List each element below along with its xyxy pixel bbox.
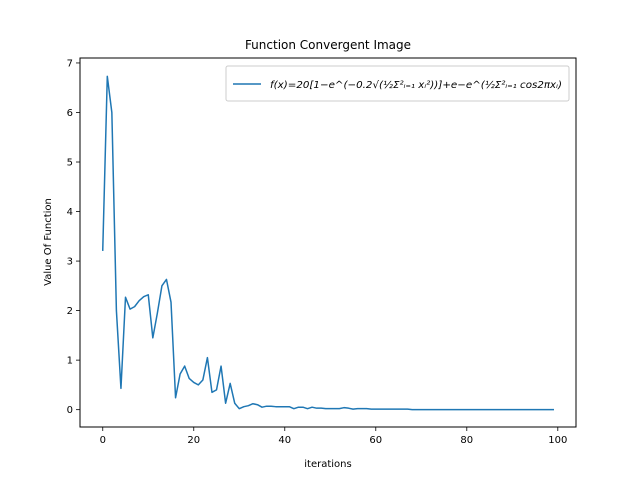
x-tick-label: 40 [278,435,291,446]
x-axis-ticks: 0 20 40 60 80 100 [100,427,567,446]
x-tick-label: 0 [100,435,106,446]
y-axis-ticks: 0 1 2 3 4 5 6 7 [67,58,80,416]
y-axis-label: Value Of Function [43,198,54,286]
chart-title: Function Convergent Image [245,38,411,52]
x-axis-label: iterations [304,459,351,470]
plot-area-frame [79,57,577,428]
y-tick-label: 3 [67,257,73,268]
x-tick-label: 60 [369,435,382,446]
y-tick-label: 1 [67,356,73,367]
y-tick-label: 6 [67,108,73,119]
y-tick-label: 4 [67,207,73,218]
x-tick-label: 20 [187,435,200,446]
y-tick-label: 7 [67,58,73,69]
series-line-fx [101,75,554,411]
x-tick-label: 100 [548,435,567,446]
legend-box [225,65,570,102]
x-tick-label: 80 [460,435,473,446]
legend: f(x)=20[1−e^(−0.2√(½Σ²ᵢ₌₁ xᵢ²))]+e−e^(½Σ… [225,65,570,102]
y-tick-label: 5 [67,158,73,169]
legend-entry-label: f(x)=20[1−e^(−0.2√(½Σ²ᵢ₌₁ xᵢ²))]+e−e^(½Σ… [270,79,562,91]
y-tick-label: 0 [67,405,73,416]
y-tick-label: 2 [67,306,73,317]
